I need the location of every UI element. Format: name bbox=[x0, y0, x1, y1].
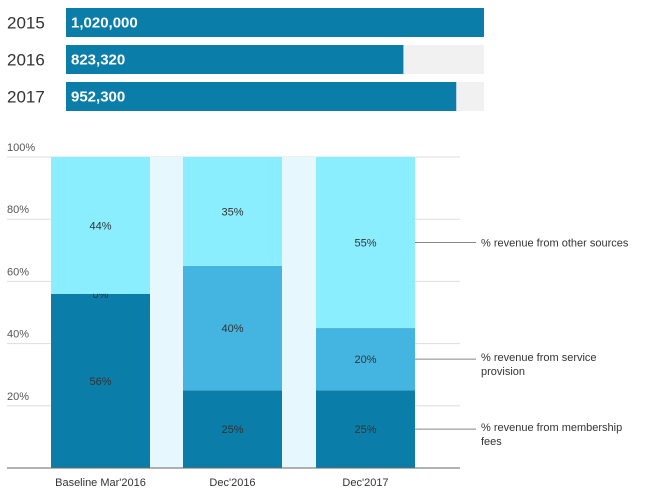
y-tick-label-40: 40% bbox=[7, 329, 29, 341]
year-label-2015: 2015 bbox=[7, 14, 45, 33]
year-label-2016: 2016 bbox=[7, 51, 45, 70]
x-tick-label-1: Baseline Mar'2016 bbox=[55, 477, 146, 488]
legend-label-2: % revenue from service provision bbox=[481, 352, 597, 378]
bar-value-label-2015: 1,020,000 bbox=[71, 15, 138, 32]
data-label-bar-2-segment-3: 35% bbox=[221, 206, 243, 218]
revenue-mix-stacked-chart: 20%40%60%80%100%56%0%44%Baseline Mar'201… bbox=[7, 142, 629, 488]
year-label-2017: 2017 bbox=[7, 88, 45, 107]
annual-total-bar-chart: 2015 1,020,000 2016 823,320 2017 952,300 bbox=[7, 8, 484, 111]
data-label-bar-2-segment-2: 40% bbox=[221, 323, 243, 335]
y-tick-label-80: 80% bbox=[7, 204, 29, 216]
x-tick-label-2: Dec'2016 bbox=[209, 477, 255, 488]
bar-value-label-2016: 823,320 bbox=[71, 52, 125, 69]
legend-label-3: % revenue from other sources bbox=[481, 238, 629, 250]
legend-label-1: % revenue from membership fees bbox=[481, 422, 622, 448]
data-label-bar-3-segment-1: 25% bbox=[354, 424, 376, 436]
data-label-bar-3-segment-2: 20% bbox=[354, 354, 376, 366]
data-label-bar-3-segment-3: 55% bbox=[354, 238, 376, 250]
y-tick-label-100: 100% bbox=[7, 142, 35, 154]
y-tick-label-20: 20% bbox=[7, 391, 29, 403]
y-tick-label-60: 60% bbox=[7, 266, 29, 278]
data-label-bar-1-segment-1: 56% bbox=[89, 376, 111, 388]
data-label-bar-2-segment-1: 25% bbox=[221, 424, 243, 436]
data-label-bar-1-segment-3: 44% bbox=[89, 220, 111, 232]
bar-value-label-2017: 952,300 bbox=[71, 89, 125, 106]
connector-2-3-1 bbox=[282, 390, 316, 468]
x-tick-label-3: Dec'2017 bbox=[342, 477, 388, 488]
